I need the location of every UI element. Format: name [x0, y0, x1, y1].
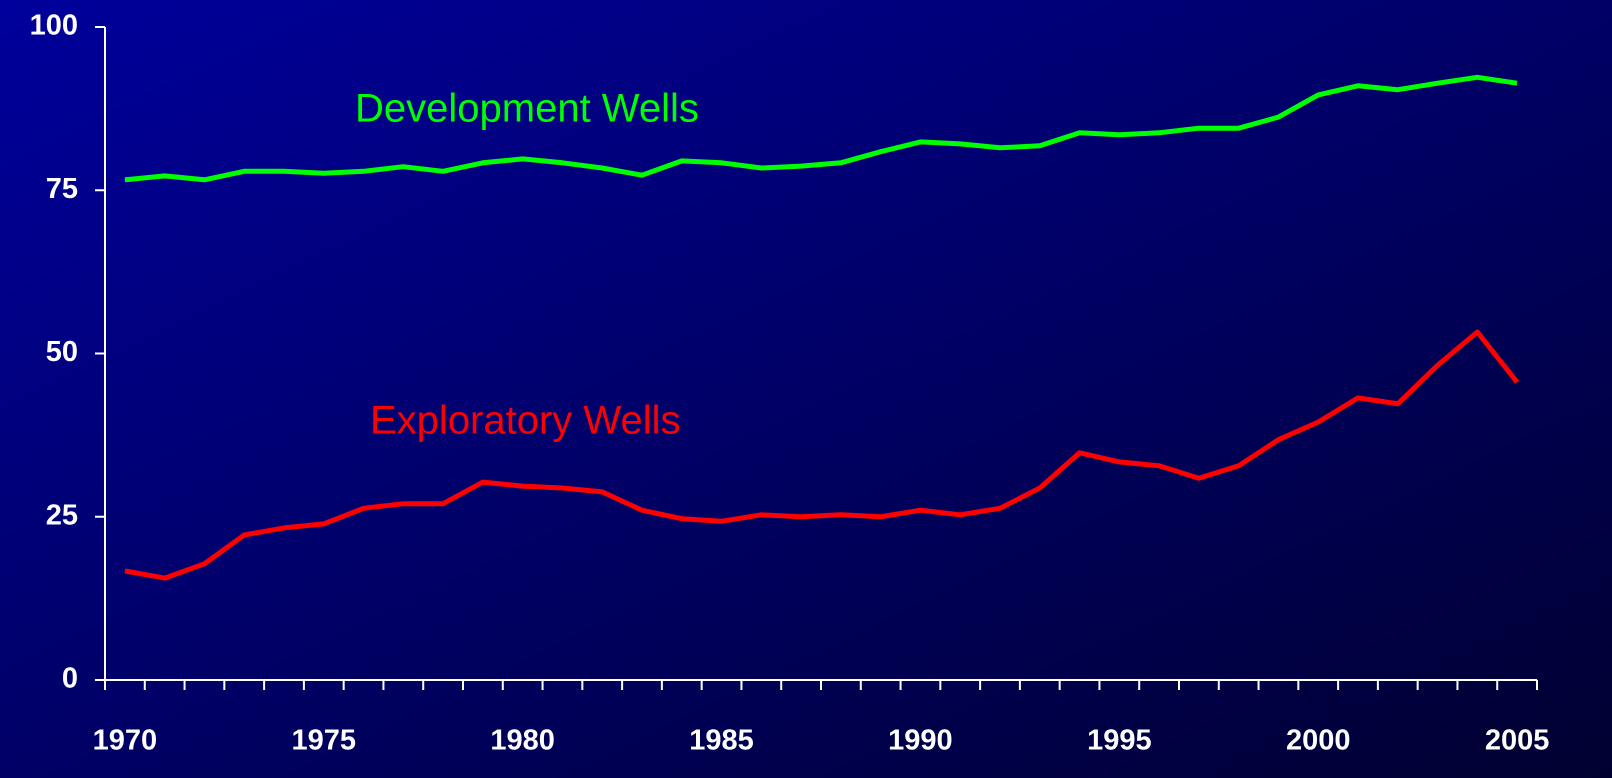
y-tick-label: 100	[30, 10, 78, 42]
x-tick-label: 2005	[1485, 725, 1550, 757]
x-tick-label: 1990	[888, 725, 953, 757]
y-tick-label: 25	[46, 499, 78, 531]
series-line	[124, 329, 1520, 581]
series-label: Exploratory Wells	[370, 399, 680, 443]
x-tick-label: 1970	[93, 725, 158, 757]
series-label: Development Wells	[355, 87, 699, 131]
x-tick-label: 2000	[1286, 725, 1351, 757]
x-tick-label: 1985	[689, 725, 754, 757]
x-tick-label: 1975	[292, 725, 357, 757]
x-tick-label: 1980	[490, 725, 555, 757]
y-tick-label: 75	[46, 173, 78, 205]
x-tick-label: 1995	[1087, 725, 1152, 757]
series-line	[124, 74, 1518, 183]
y-tick-label: 50	[46, 336, 78, 368]
y-tick-label: 0	[62, 663, 78, 695]
